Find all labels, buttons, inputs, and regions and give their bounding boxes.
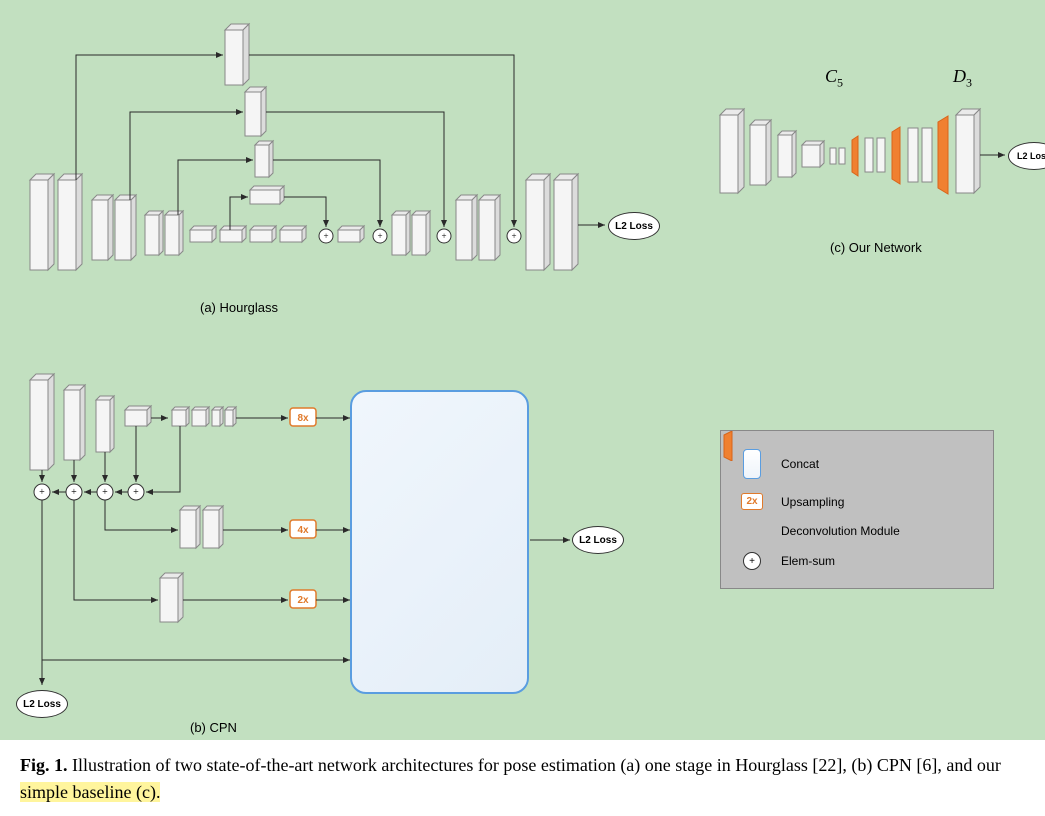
label-a: (a) Hourglass [200, 300, 278, 315]
label-b: (b) CPN [190, 720, 237, 735]
svg-text:+: + [133, 487, 139, 498]
figure-diagram: + + + [0, 0, 1045, 740]
svg-text:8x: 8x [297, 413, 309, 424]
legend-upsample: 2x Upsampling [737, 493, 977, 510]
legend: Concat 2x Upsampling Deconvolution Modul… [720, 430, 994, 589]
concat-container [350, 390, 529, 694]
legend-concat: Concat [737, 449, 977, 479]
svg-text:+: + [511, 231, 516, 241]
svg-text:+: + [323, 231, 328, 241]
loss-a: L2 Loss [608, 212, 660, 240]
upsample-icon: 2x [737, 493, 767, 510]
loss-b-left: L2 Loss [16, 690, 68, 718]
figure-caption: Fig. 1. Illustration of two state-of-the… [0, 740, 1045, 816]
legend-deconv: Deconvolution Module [737, 524, 977, 538]
label-c: (c) Our Network [830, 240, 922, 255]
loss-b-right: L2 Loss [572, 526, 624, 554]
svg-text:+: + [102, 487, 108, 498]
concat-icon [737, 449, 767, 479]
elemsum-icon: + [737, 552, 767, 570]
svg-text:+: + [39, 487, 45, 498]
label-c5: C5 [825, 66, 843, 91]
svg-text:4x: 4x [297, 525, 309, 536]
svg-text:2x: 2x [297, 595, 309, 606]
label-d3: D3 [953, 66, 972, 91]
legend-elemsum: + Elem-sum [737, 552, 977, 570]
svg-text:+: + [71, 487, 77, 498]
svg-text:+: + [441, 231, 446, 241]
svg-text:+: + [377, 231, 382, 241]
